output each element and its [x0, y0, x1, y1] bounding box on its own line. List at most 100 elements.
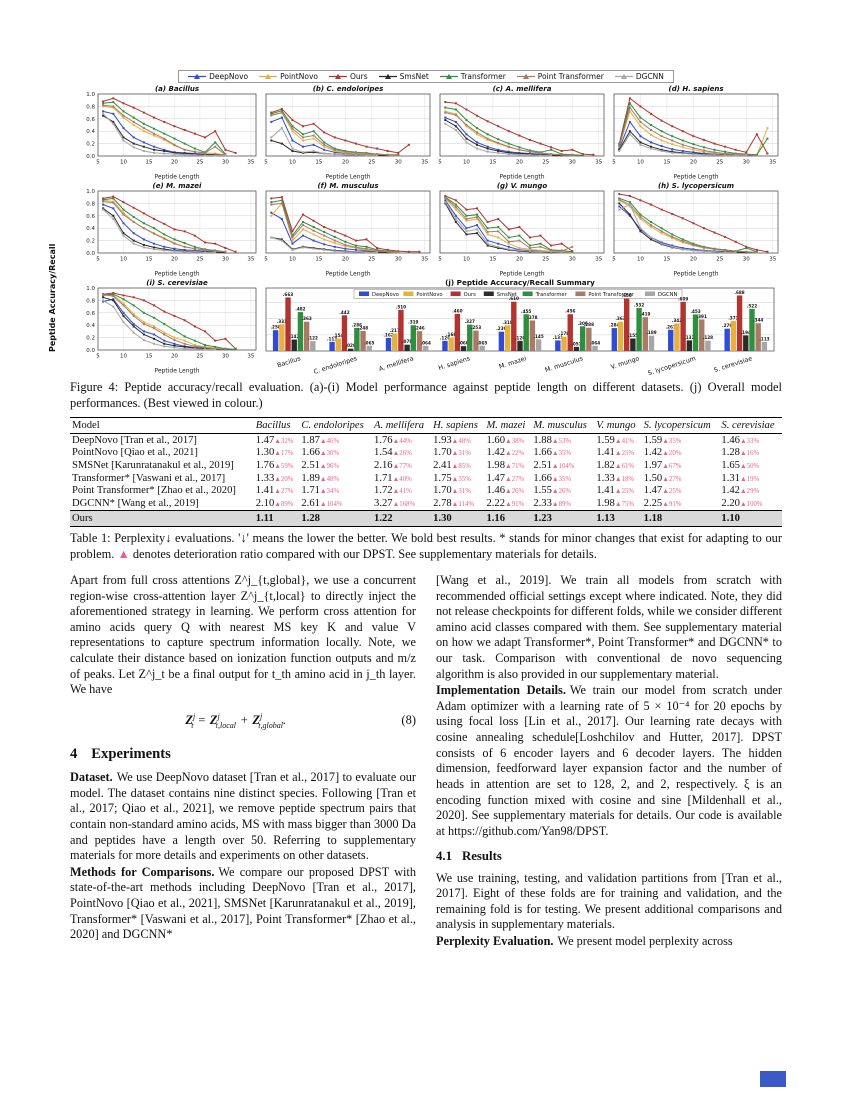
- svg-text:0.4: 0.4: [86, 129, 95, 135]
- svg-text:.442: .442: [339, 310, 349, 315]
- svg-text:30: 30: [743, 160, 750, 166]
- svg-text:25: 25: [196, 257, 203, 263]
- legend-label: Ours: [349, 72, 368, 81]
- svg-text:(b) C. endoloripes: (b) C. endoloripes: [313, 85, 384, 93]
- column-header-model: Model: [70, 417, 254, 434]
- svg-text:10: 10: [289, 160, 296, 166]
- svg-text:S. lycopersicum: S. lycopersicum: [647, 355, 697, 375]
- svg-text:.378: .378: [527, 315, 537, 320]
- deterioration-badge: ▲16%: [739, 450, 760, 458]
- value-cell: 1.54▲26%: [374, 447, 412, 459]
- model-name-cell: Point Transformer* [Zhao et al., 2020]: [72, 485, 236, 497]
- column-header: M. musculus: [531, 417, 595, 434]
- table-row-ours: Ours 1.11 1.28 1.22 1.30 1.16 1.23 1.13 1.18 1.10: [70, 509, 782, 527]
- svg-text:.154: .154: [333, 333, 343, 338]
- svg-text:.258: .258: [270, 325, 280, 330]
- perplexity-lead: Perplexity Evaluation.: [436, 934, 554, 949]
- svg-text:25: 25: [196, 354, 203, 360]
- deterioration-badge: ▲17%: [274, 450, 294, 458]
- figure-y-axis-label: Peptide Accuracy/Recall: [48, 243, 57, 352]
- value-cell: 2.61▲104%: [301, 497, 343, 509]
- svg-text:1.0: 1.0: [86, 189, 95, 195]
- paragraph-implementation: Implementation Details. We train our mode…: [436, 683, 782, 838]
- svg-text:30: 30: [569, 257, 576, 263]
- figure-caption: Figure 4: Peptide accuracy/recall evalua…: [70, 380, 782, 410]
- deterioration-badge: ▲104%: [319, 500, 343, 508]
- value-cell: 1.70▲31%: [433, 485, 471, 497]
- deterioration-badge: ▲67%: [662, 462, 682, 470]
- svg-text:Peptide Length: Peptide Length: [673, 271, 718, 278]
- deterioration-badge: ▲31%: [451, 488, 471, 496]
- svg-text:.306: .306: [577, 321, 587, 326]
- svg-text:5: 5: [612, 257, 616, 263]
- svg-text:20: 20: [516, 160, 523, 166]
- svg-text:.078: .078: [402, 339, 412, 344]
- legend-entry: DGCNN: [614, 72, 664, 81]
- deterioration-badge: ▲91%: [505, 500, 525, 508]
- legend-line-marker-icon: [259, 73, 278, 79]
- table-caption-text-end: denotes deterioration ratio compared wit…: [129, 546, 597, 561]
- svg-text:20: 20: [171, 354, 178, 360]
- svg-text:(h) S. lycopersicum: (h) S. lycopersicum: [658, 182, 734, 190]
- svg-text:.178: .178: [559, 331, 569, 336]
- svg-text:C. endoloripes: C. endoloripes: [313, 355, 358, 375]
- table-caption-text: Table 1: Perplexity↓ evaluations. '↓' me…: [70, 531, 782, 561]
- svg-text:35: 35: [247, 160, 254, 166]
- svg-text:15: 15: [145, 257, 152, 263]
- svg-text:.168: .168: [446, 332, 456, 337]
- svg-text:5: 5: [96, 160, 100, 166]
- svg-text:(c) A. mellifera: (c) A. mellifera: [493, 85, 552, 93]
- value-cell: 1.72▲41%: [374, 485, 412, 497]
- deterioration-badge: ▲41%: [614, 437, 635, 445]
- deterioration-badge: ▲32%: [274, 437, 294, 445]
- svg-text:DeepNovo: DeepNovo: [372, 292, 399, 298]
- value-cell: 2.51▲104%: [533, 459, 575, 471]
- svg-text:10: 10: [463, 257, 470, 263]
- svg-text:Peptide Length: Peptide Length: [325, 174, 370, 181]
- value-cell: 2.22▲91%: [486, 497, 525, 509]
- svg-text:0.4: 0.4: [86, 226, 95, 232]
- legend-label: Point Transformer: [537, 72, 604, 81]
- svg-text:10: 10: [120, 354, 127, 360]
- svg-text:15: 15: [489, 160, 496, 166]
- value-cell: 1.11: [253, 509, 300, 527]
- value-cell: 1.41▲25%: [596, 447, 635, 459]
- value-cell: 1.76▲44%: [374, 434, 412, 446]
- svg-text:25: 25: [368, 160, 375, 166]
- table-caption: Table 1: Perplexity↓ evaluations. '↓' me…: [70, 531, 782, 563]
- deterioration-badge: ▲34%: [319, 488, 340, 496]
- table-row: Point Transformer* [Zhao et al., 2020] 1.…: [70, 484, 782, 497]
- line-chart-d: (d) H. sapiens 5 10 15 20 25 30 35 Peptide Lengt…: [612, 85, 779, 181]
- legend-label: DGCNN: [635, 72, 664, 81]
- value-cell: 1.98▲71%: [486, 459, 525, 471]
- svg-text:10: 10: [637, 257, 644, 263]
- legend-label: SmsNet: [399, 72, 429, 81]
- github-link[interactable]: https://github.com/Yan98/DPST: [447, 823, 606, 838]
- svg-text:.453: .453: [690, 309, 700, 314]
- value-cell: 1.47▲32%: [255, 434, 294, 446]
- deterioration-badge: ▲25%: [614, 450, 635, 458]
- line-chart-h: (h) S. lycopersicum 5 10 15 20 25 30 35 Peptide …: [612, 182, 779, 278]
- value-cell: 1.42▲20%: [643, 447, 682, 459]
- svg-text:.248: .248: [358, 325, 368, 330]
- svg-text:H. sapiens: H. sapiens: [438, 355, 471, 372]
- value-cell: 1.89▲48%: [301, 472, 340, 484]
- value-cell: 1.42▲22%: [486, 447, 525, 459]
- svg-text:.122: .122: [308, 336, 318, 341]
- svg-text:30: 30: [222, 257, 229, 263]
- chart-row-1: (a) Bacillus 5 10 15 20 25 30 35 0.0 0.2 0.4 0.6 0.8…: [70, 84, 782, 181]
- dataset-lead: Dataset.: [70, 770, 113, 785]
- deterioration-badge: ▲41%: [392, 488, 412, 496]
- deterioration-badge: ▲48%: [319, 475, 340, 483]
- deterioration-badge: ▲19%: [739, 475, 760, 483]
- svg-text:25: 25: [368, 257, 375, 263]
- value-cell: 2.25▲91%: [643, 497, 682, 509]
- deterioration-badge: ▲33%: [739, 437, 760, 445]
- svg-text:.064: .064: [421, 340, 431, 345]
- svg-text:.142: .142: [289, 334, 299, 339]
- model-name-cell: DeepNovo [Tran et al., 2017]: [72, 434, 197, 446]
- svg-text:.286: .286: [352, 322, 362, 327]
- value-cell: 1.46▲33%: [721, 434, 760, 446]
- svg-text:.344: .344: [753, 318, 763, 323]
- legend-label: Transformer: [460, 72, 506, 81]
